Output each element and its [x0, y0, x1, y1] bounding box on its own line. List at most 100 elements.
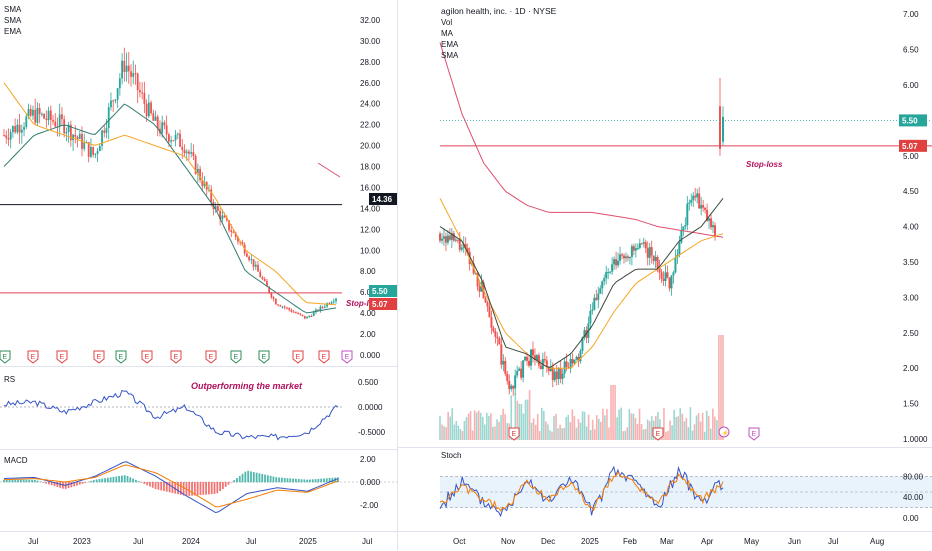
macd-histogram-bar — [294, 478, 297, 483]
macd-histogram-bar — [22, 479, 25, 483]
volume-bar — [553, 416, 555, 440]
left-indicator-sma2[interactable]: SMA — [4, 16, 22, 25]
earnings-marker — [170, 350, 182, 364]
right-candle-body — [579, 350, 582, 362]
left-time-label: Jul — [362, 537, 373, 546]
volume-bar — [547, 424, 549, 440]
left-time-axis[interactable]: Jul 2023 Jul 2024 Jul 2025 Jul — [0, 531, 397, 551]
left-candle-body — [319, 306, 322, 311]
volume-bar — [445, 427, 447, 440]
right-candle-body — [619, 254, 622, 261]
right-earnings-marker-letter: E — [656, 431, 661, 438]
right-time-label: May — [744, 537, 760, 546]
volume-bar — [712, 408, 714, 440]
volume-bar — [453, 424, 456, 440]
volume-bar — [500, 414, 502, 440]
macd-histogram-bar — [135, 479, 137, 483]
right-candle-body — [486, 302, 489, 307]
volume-bar — [477, 410, 480, 440]
volume-bar — [459, 429, 462, 440]
left-candle-body — [61, 114, 63, 120]
macd-histogram-bar — [95, 479, 98, 483]
macd-histogram-bar — [137, 481, 140, 483]
right-stoch-pane[interactable]: 80.00 40.00 0.00 Stoch — [398, 447, 932, 532]
right-candle-body — [704, 207, 707, 210]
right-candle-body — [510, 385, 513, 389]
right-indicator-ma[interactable]: MA — [441, 29, 453, 38]
left-candle-body — [29, 108, 32, 116]
right-candle-body — [674, 257, 677, 273]
right-candle-body — [642, 242, 645, 244]
left-price-pane[interactable]: 32.00 30.00 28.00 26.00 24.00 22.00 20.00 18.00… — [0, 0, 397, 365]
left-candle-body — [114, 99, 117, 101]
right-candle-body — [593, 297, 596, 310]
left-price-svg: 32.00 30.00 28.00 26.00 24.00 22.00 20.00 18.00… — [0, 16, 397, 364]
volume-bar — [471, 430, 474, 440]
left-candle-body — [263, 279, 266, 282]
volume-bar — [595, 415, 598, 440]
right-candle-body — [601, 281, 604, 289]
right-candle-body — [654, 256, 657, 261]
right-candle-body — [442, 236, 445, 239]
left-indicator-sma1[interactable]: SMA — [4, 5, 22, 14]
right-candle-body — [575, 356, 578, 360]
right-candle-body — [722, 116, 724, 142]
left-candle-body — [299, 313, 302, 315]
macd-histogram-bar — [224, 482, 227, 487]
right-indicator-sma[interactable]: SMA — [441, 51, 459, 60]
macd-histogram-bar — [179, 482, 182, 495]
left-candle-body — [20, 129, 23, 133]
left-candle-body — [308, 315, 311, 317]
left-candle-body — [152, 113, 155, 121]
left-indicator-ema[interactable]: EMA — [4, 27, 22, 36]
right-candle-body — [530, 349, 533, 366]
left-candle-body — [5, 135, 8, 139]
left-candle-body — [165, 125, 168, 135]
rs-title[interactable]: RS — [4, 375, 16, 384]
volume-bar — [620, 407, 623, 440]
earnings-marker — [318, 350, 330, 364]
right-indicator-ema[interactable]: EMA — [441, 40, 459, 49]
left-macd-pane[interactable]: 2.00 0.000 -2.00 MACD — [0, 449, 397, 532]
right-candle-body — [504, 360, 507, 374]
macd-histogram-bar — [283, 477, 286, 483]
volume-bar — [697, 413, 700, 440]
right-candle-body — [500, 344, 503, 365]
right-candle-body — [680, 230, 683, 243]
stoch-title[interactable]: Stoch — [441, 451, 462, 460]
left-candle-body — [272, 297, 275, 299]
right-candle-body — [678, 242, 681, 255]
macd-title[interactable]: MACD — [4, 456, 28, 465]
left-candle-body — [87, 142, 90, 157]
left-candle-body — [192, 152, 195, 157]
left-rs-pane[interactable]: 0.5000.0000-0.5000-1.0000 RS Outperformi… — [0, 366, 397, 449]
right-indicator-vol[interactable]: Vol — [441, 18, 453, 27]
volume-bar — [569, 422, 572, 440]
volume-bar — [451, 408, 454, 440]
left-candle-body — [301, 314, 304, 316]
volume-bar — [492, 426, 494, 440]
right-candle-body — [607, 272, 610, 274]
right-price-tick: 3.00 — [903, 293, 919, 302]
symbol-title[interactable]: agilon health, inc. · 1D · NYSE — [441, 6, 557, 16]
macd-histogram-bar — [132, 478, 135, 483]
earnings-marker — [258, 350, 270, 364]
left-candle-body — [125, 65, 128, 72]
macd-histogram-bar — [303, 479, 306, 483]
earnings-marker — [292, 350, 304, 364]
right-candle-body — [526, 356, 529, 361]
volume-bar — [636, 424, 639, 440]
volume-bar — [524, 399, 527, 440]
right-candle-body — [605, 272, 608, 279]
right-time-label: Dec — [541, 537, 556, 546]
right-time-axis[interactable]: Oct Nov Dec 2025 Feb Mar Apr May Jun Jul… — [398, 531, 932, 551]
rs-axis-tick: 0.500 — [358, 378, 379, 387]
volume-bar — [634, 417, 637, 440]
earnings-marker-letter: E — [322, 354, 327, 361]
earnings-marker-letter: E — [209, 354, 214, 361]
right-price-pane[interactable]: 7.00 6.50 6.00 5.50 5.00 4.50 4.00 3.50 3.00 2.50… — [398, 0, 932, 447]
price-tag-stop: 5.07 — [372, 300, 388, 309]
volume-bar — [685, 417, 688, 440]
macd-histogram-bar — [216, 482, 219, 494]
left-candle-body — [335, 298, 337, 302]
